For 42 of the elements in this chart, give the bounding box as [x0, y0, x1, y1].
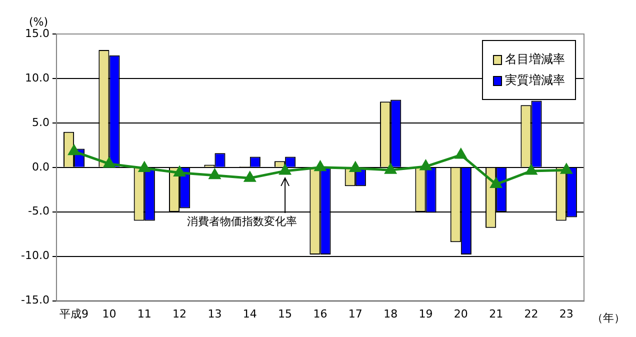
x-tick-label: 19 — [418, 307, 433, 320]
point — [420, 160, 432, 170]
point — [350, 162, 361, 172]
x-tick-label: 20 — [454, 307, 468, 320]
point — [490, 178, 502, 188]
legend-label: 名目増減率 — [505, 51, 565, 68]
y-tick-label: -15.0 — [20, 294, 50, 307]
annotation: 消費者物価指数変化率 — [187, 214, 298, 228]
legend-label: 実質増減率 — [505, 72, 565, 89]
y-tick-label: -5.0 — [28, 204, 50, 218]
x-tick-label: 18 — [384, 307, 398, 320]
point — [104, 158, 115, 168]
x-tick-label: 13 — [208, 307, 222, 320]
x-tick-label: 17 — [348, 307, 362, 320]
y-tick-label: 0.0 — [32, 160, 50, 174]
y-tick-label: 10.0 — [24, 71, 50, 84]
x-tick-label: 22 — [524, 307, 538, 320]
point — [560, 164, 572, 174]
point — [314, 161, 326, 172]
point — [384, 164, 396, 174]
x-tick-label: 12 — [172, 307, 187, 320]
point — [455, 148, 466, 159]
x-tick-label: 10 — [102, 307, 116, 320]
point — [174, 166, 186, 176]
y-tick-label: 5.0 — [32, 116, 50, 129]
x-axis-title: （年） — [592, 312, 625, 325]
x-tick-label: 14 — [242, 307, 257, 320]
point — [138, 162, 150, 172]
x-tick-label: 11 — [137, 307, 152, 320]
x-tick-label: 21 — [489, 307, 504, 320]
x-tick-label: 15 — [278, 307, 292, 320]
point — [68, 145, 80, 156]
point — [279, 164, 291, 175]
point — [244, 172, 256, 182]
x-tick-label: 16 — [313, 307, 328, 320]
x-tick-label: 23 — [559, 307, 574, 320]
point — [526, 164, 537, 175]
y-axis-title: (%) — [28, 15, 48, 28]
x-tick-label: 平成9 — [60, 307, 89, 320]
y-tick-label: 15.0 — [24, 26, 50, 40]
point — [209, 169, 220, 180]
y-tick-label: -10.0 — [20, 249, 50, 262]
